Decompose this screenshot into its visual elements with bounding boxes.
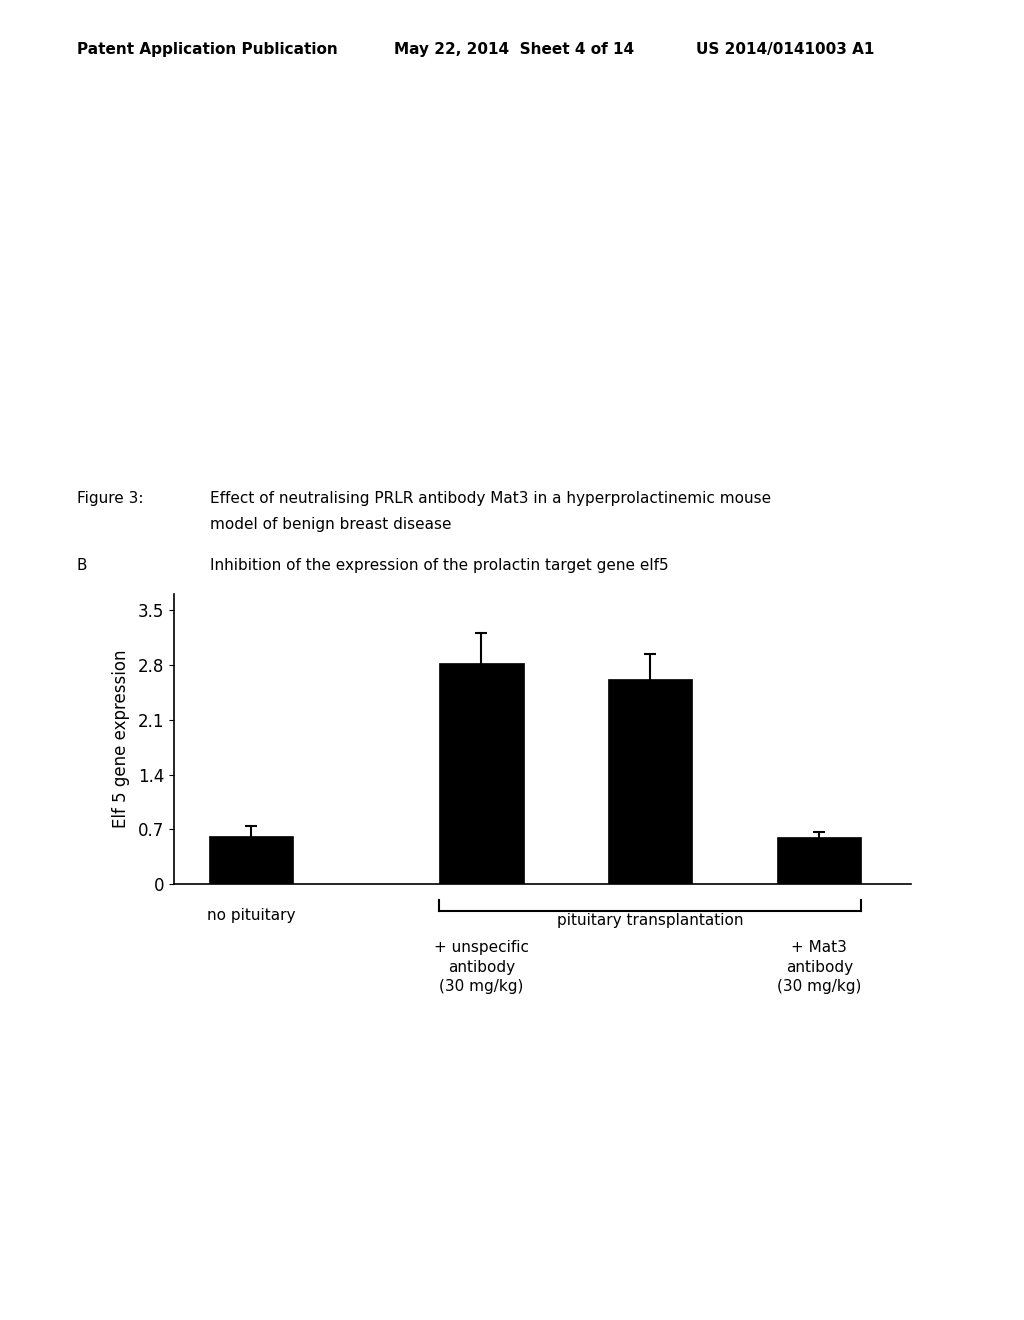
- Bar: [777, 837, 861, 884]
- Bar: [209, 836, 293, 884]
- Bar: [439, 663, 523, 884]
- Text: pituitary transplantation: pituitary transplantation: [557, 913, 743, 928]
- Text: Inhibition of the expression of the prolactin target gene elf5: Inhibition of the expression of the prol…: [210, 558, 669, 573]
- Text: Figure 3:: Figure 3:: [77, 491, 143, 506]
- Text: Effect of neutralising PRLR antibody Mat3 in a hyperprolactinemic mouse: Effect of neutralising PRLR antibody Mat…: [210, 491, 771, 506]
- Text: B: B: [77, 558, 87, 573]
- Text: Patent Application Publication: Patent Application Publication: [77, 42, 338, 57]
- Text: + unspecific
antibody
(30 mg/kg): + unspecific antibody (30 mg/kg): [434, 940, 528, 994]
- Text: model of benign breast disease: model of benign breast disease: [210, 517, 452, 532]
- Text: no pituitary: no pituitary: [207, 908, 295, 923]
- Y-axis label: Elf 5 gene expression: Elf 5 gene expression: [112, 649, 129, 829]
- Text: May 22, 2014  Sheet 4 of 14: May 22, 2014 Sheet 4 of 14: [394, 42, 634, 57]
- Bar: [608, 678, 692, 884]
- Text: US 2014/0141003 A1: US 2014/0141003 A1: [696, 42, 874, 57]
- Text: + Mat3
antibody
(30 mg/kg): + Mat3 antibody (30 mg/kg): [777, 940, 861, 994]
